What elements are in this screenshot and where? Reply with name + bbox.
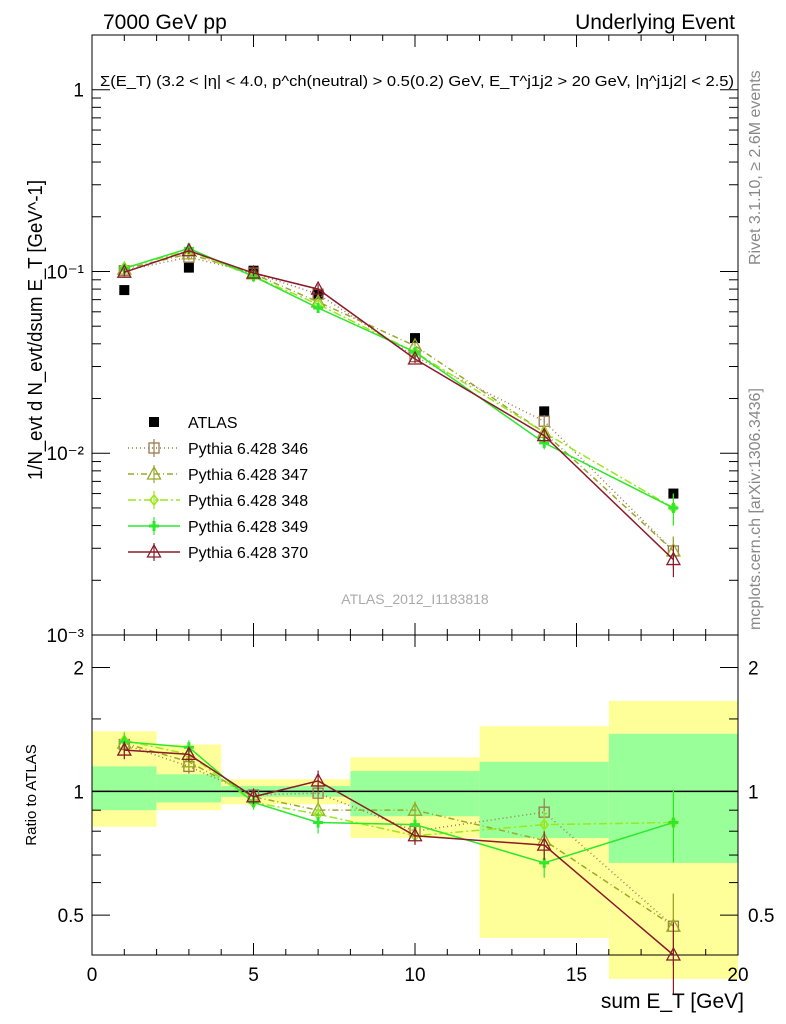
ratio-tick-label-right: 0.5 [748,906,774,927]
series-line [124,249,674,561]
y-axis-label-ratio: Ratio to ATLAS [23,744,40,845]
side-label-rivet: Rivet 3.1.10, ≥ 2.6M events [747,70,764,265]
x-tick-label: 15 [566,965,587,986]
data-point [539,406,550,417]
data-point [313,817,324,828]
ratio-tick-label-right: 1 [748,782,759,803]
legend-label: Pythia 6.428 346 [188,441,308,458]
data-point [148,442,160,454]
legend-label: Pythia 6.428 348 [188,493,308,510]
x-tick-label: 0 [87,965,98,986]
data-point [116,263,132,278]
legend: ATLAS Pythia 6.428 346 Pythia 6.428 347 Pyt… [128,415,308,562]
axis-ticks: 0 5 10 15 20 10⁻³ 10⁻² 10⁻¹ 1 0.5 0.5 1 1 2 2 [47,34,774,986]
legend-label: Pythia 6.428 347 [188,467,308,484]
ratio-tick-label: 0.5 [58,906,84,927]
data-point [181,242,197,257]
data-point [668,817,679,828]
data-point [310,280,326,295]
x-axis-label: sum E_T [GeV] [601,990,744,1013]
data-point [407,350,423,365]
legend-label: Pythia 6.428 370 [188,545,308,562]
data-point [181,746,197,761]
x-tick-label: 20 [727,965,748,986]
data-point [536,836,552,851]
data-point [313,302,324,313]
side-label-mcplots: mcplots.cern.ch [arXiv:1306.3436] [747,388,764,630]
header-left: 7000 GeV pp [103,11,227,34]
data-point [183,262,194,273]
data-point [665,551,681,566]
legend-label: ATLAS [188,415,238,432]
x-tick-label: 5 [248,965,259,986]
data-point [146,465,162,480]
data-point [536,427,552,442]
ratio-tick-label-right: 2 [748,659,759,680]
band-inner [156,774,222,803]
band-inner [92,766,157,811]
y-tick-label: 10⁻³ [47,626,85,647]
y-tick-label: 10⁻¹ [47,262,85,283]
data-point [181,753,197,768]
data-point [149,521,159,531]
header-right: Underlying Event [575,11,735,34]
data-point [116,741,132,756]
data-marks [116,242,681,995]
y-tick-label: 10⁻² [47,444,85,465]
data-point [119,285,130,296]
data-point [310,772,326,787]
data-point [539,818,550,831]
ratio-tick-label: 2 [73,659,84,680]
data-point [245,788,262,803]
data-point [407,827,423,842]
data-point [146,543,162,558]
y-tick-label: 1 [73,81,84,102]
data-point [407,801,423,816]
ratio-tick-label: 1 [73,782,84,803]
y-axis-label-main: 1/N_evt d N_evt/dsum E_T [GeV^-1] [25,180,47,480]
data-point [245,264,262,279]
data-point [668,502,679,513]
data-point [149,417,159,427]
data-point [665,946,681,961]
analysis-label: ATLAS_2012_I1183818 [341,591,489,607]
legend-label: Pythia 6.428 349 [188,519,308,536]
plot-subtitle: Σ(E_T) (3.2 < |η| < 4.0, p^ch(neutral) >… [100,73,734,90]
x-tick-label: 10 [404,965,425,986]
data-point [149,493,159,507]
